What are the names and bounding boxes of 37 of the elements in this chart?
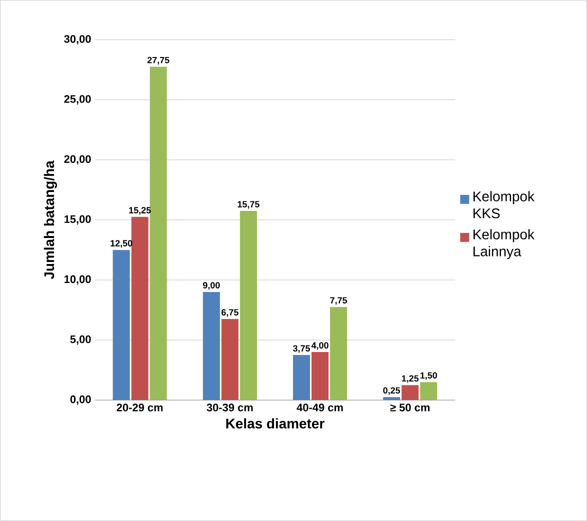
data-label: 27,75 xyxy=(147,56,170,65)
bar xyxy=(420,382,438,400)
bar xyxy=(150,66,167,400)
data-label: 0,25 xyxy=(383,387,400,395)
x-tick-label: 20-29 cm xyxy=(116,404,163,412)
data-label: 4,00 xyxy=(311,342,328,350)
y-tick-label: 0,00 xyxy=(70,395,91,405)
bar xyxy=(131,216,148,400)
data-label: 9,00 xyxy=(202,282,220,290)
y-tick-label: 20,00 xyxy=(64,155,91,165)
data-label: 3,75 xyxy=(292,345,310,353)
x-tick-label: 30-39 cm xyxy=(206,404,253,412)
y-tick-label: 25,00 xyxy=(64,95,91,105)
legend-label: Kelompok Lainnya xyxy=(474,229,534,260)
x-tick-label: 40-49 cm xyxy=(296,404,343,412)
y-tick-label: 10,00 xyxy=(64,275,91,285)
bar xyxy=(383,397,400,400)
x-tick-label: ≥ 50 cm xyxy=(390,404,430,412)
y-axis-title: Jumlah batang/ha xyxy=(44,160,57,280)
bar xyxy=(112,250,130,400)
bar xyxy=(240,210,257,400)
data-label: 1,50 xyxy=(420,372,438,380)
data-label: 1,25 xyxy=(402,375,419,383)
data-label: 6,75 xyxy=(222,309,238,317)
y-tick-label: 15,00 xyxy=(64,215,91,225)
bar xyxy=(312,352,329,400)
y-tick-label: 30,00 xyxy=(64,35,91,44)
bar xyxy=(330,307,348,400)
x-axis-title: Kelas diameter xyxy=(226,418,324,429)
legend-label: Kelompok KKS xyxy=(474,191,534,218)
bar xyxy=(221,319,238,400)
data-label: 15,75 xyxy=(238,201,260,209)
data-label: 7,75 xyxy=(330,297,348,305)
y-tick-label: 5,00 xyxy=(70,335,91,345)
bar xyxy=(402,385,419,400)
bar xyxy=(202,292,220,400)
bar xyxy=(293,355,310,400)
